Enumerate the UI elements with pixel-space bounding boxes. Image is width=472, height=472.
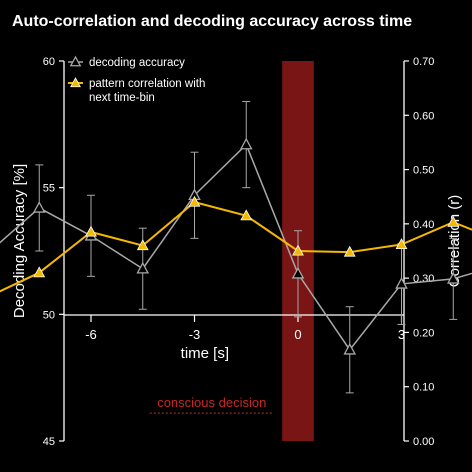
data-point	[395, 277, 408, 289]
right-y-axis-label: Correlation (r)	[446, 195, 463, 288]
data-point	[446, 272, 460, 284]
left-y-tick-label: 55	[43, 183, 55, 195]
legend-label: pattern correlation with next time-bin	[89, 78, 205, 104]
right-y-tick-label: 0.60	[413, 110, 434, 122]
x-tick-label: 0	[294, 327, 301, 342]
data-point	[343, 245, 356, 257]
x-tick-label: -3	[189, 327, 201, 342]
x-tick-label: -6	[85, 327, 97, 342]
series-1	[0, 101, 472, 394]
data-point	[32, 201, 46, 213]
series-2	[0, 195, 472, 293]
data-point	[85, 225, 97, 237]
data-point	[447, 215, 460, 227]
data-point	[136, 239, 149, 251]
right-y-tick-label: 0.40	[413, 219, 434, 231]
left-y-tick-label: 50	[43, 309, 55, 321]
legend-marker	[70, 77, 81, 88]
data-point	[239, 137, 253, 150]
series-line	[0, 143, 472, 352]
legend-label: decoding accuracy	[89, 57, 185, 69]
data-point	[292, 244, 304, 256]
right-y-tick-label: 0.00	[413, 436, 434, 448]
data-point	[291, 266, 305, 279]
right-y-tick-label: 0.30	[413, 273, 434, 285]
data-point	[240, 209, 253, 221]
data-point	[343, 342, 357, 355]
right-y-tick-label: 0.70	[413, 56, 434, 68]
x-axis-label: time [s]	[181, 345, 229, 362]
data-point	[188, 195, 201, 207]
right-y-tick-label: 0.20	[413, 327, 434, 339]
left-y-tick-label: 60	[43, 56, 55, 68]
right-y-tick-label: 0.50	[413, 165, 434, 177]
x-tick-label: 3	[398, 327, 405, 342]
data-point	[395, 238, 408, 250]
annotation-text: conscious decision	[157, 395, 266, 410]
left-y-axis-label: Decoding Accuracy [%]	[11, 164, 28, 318]
series-line	[0, 201, 472, 293]
data-point	[33, 266, 46, 278]
legend-marker	[69, 55, 82, 67]
chart-title: Auto-correlation and decoding accuracy a…	[12, 13, 412, 30]
left-y-tick-label: 45	[43, 436, 55, 448]
right-y-tick-label: 0.10	[413, 382, 434, 394]
data-point	[136, 261, 150, 274]
